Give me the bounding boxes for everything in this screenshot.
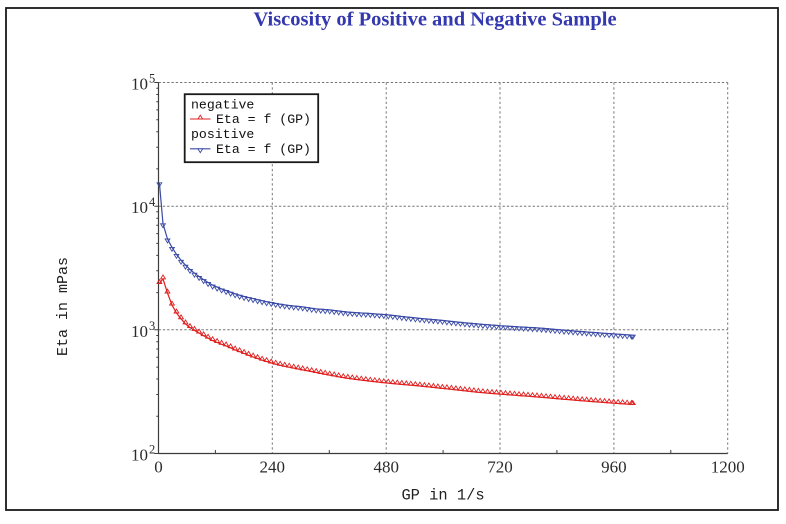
svg-text:positive: positive	[191, 127, 254, 142]
svg-text:4: 4	[149, 195, 156, 209]
svg-text:10: 10	[131, 322, 148, 341]
svg-text:3: 3	[149, 319, 155, 333]
svg-text:Viscosity of Positive and Nega: Viscosity of Positive and Negative Sampl…	[253, 9, 616, 31]
svg-text:960: 960	[601, 458, 627, 477]
svg-text:1200: 1200	[711, 458, 745, 477]
svg-text:5: 5	[149, 72, 155, 86]
svg-text:2: 2	[149, 443, 155, 457]
svg-text:10: 10	[131, 446, 148, 465]
svg-text:720: 720	[487, 458, 513, 477]
svg-text:480: 480	[373, 458, 399, 477]
svg-text:240: 240	[260, 458, 286, 477]
svg-text:10: 10	[131, 198, 148, 217]
svg-text:0: 0	[154, 458, 163, 477]
svg-text:negative: negative	[191, 97, 254, 112]
svg-text:Eta = f (GP): Eta = f (GP)	[216, 112, 311, 127]
svg-text:Eta = f (GP): Eta = f (GP)	[216, 142, 311, 157]
svg-text:GP in 1/s: GP in 1/s	[401, 487, 484, 505]
svg-text:Eta in mPas: Eta in mPas	[55, 257, 72, 356]
svg-text:10: 10	[131, 75, 148, 94]
